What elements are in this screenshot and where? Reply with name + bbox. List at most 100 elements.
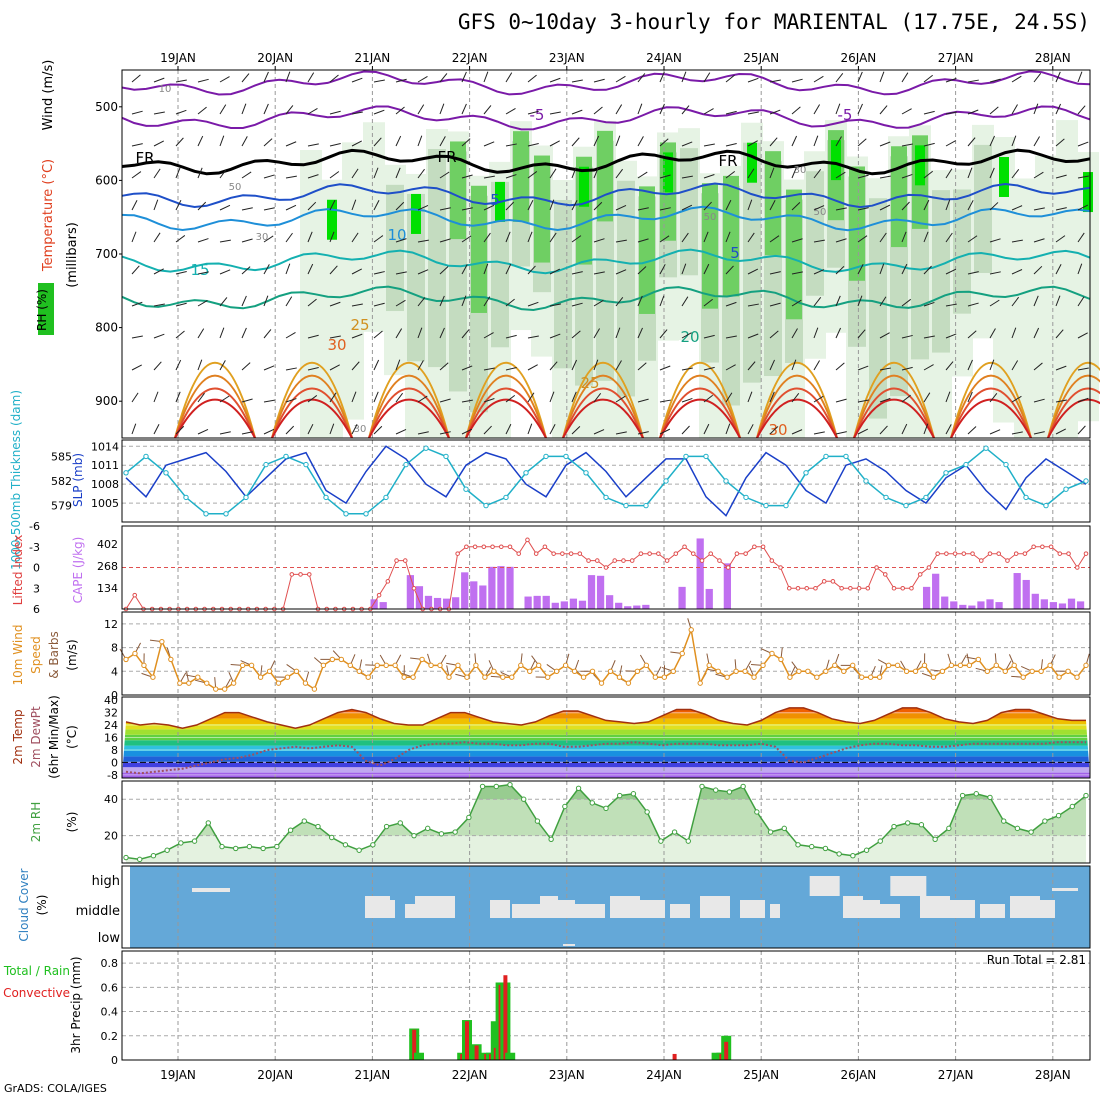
wind-barb [967, 330, 977, 339]
warm-temperature-arc [756, 374, 838, 439]
wind-barb [153, 391, 159, 403]
temperature-isoline [121, 105, 1091, 131]
wind-barb [549, 361, 558, 371]
wind-barb [769, 302, 781, 307]
wind-barb [637, 103, 643, 115]
li-data-point [1074, 565, 1080, 570]
wind-barb [1055, 174, 1067, 179]
wind-barb [945, 111, 957, 115]
wind-barb [329, 199, 336, 211]
wind-data-point [284, 674, 291, 680]
cape-bar [1031, 593, 1039, 609]
wind-barb [901, 108, 912, 115]
wind-data-point [643, 662, 650, 669]
wind-barb [307, 298, 317, 307]
rh-data-point [425, 825, 431, 832]
precip-frame [121, 950, 1091, 1061]
li-data-point [891, 585, 897, 591]
wind-data-point [1002, 668, 1008, 674]
wind-data-point [885, 662, 892, 669]
cape-tick-label: 268 [97, 560, 118, 573]
precip-convective-bar [503, 975, 508, 1060]
wind-barb [571, 330, 581, 339]
wind-barb [1055, 138, 1065, 147]
wind-data-point [912, 668, 919, 674]
wind-barb [703, 334, 715, 339]
wind-barb [1033, 295, 1039, 307]
rh-data-point [1001, 818, 1007, 824]
cape-bar [633, 605, 641, 609]
thickness-data-point [1083, 478, 1089, 484]
wind-barb [703, 231, 709, 243]
wind-barb [395, 238, 407, 243]
wind-barb [439, 103, 445, 115]
contour-label: 20 [680, 328, 699, 346]
wind-barb [549, 199, 555, 211]
wind-barb [373, 330, 383, 339]
wind-data-point [679, 650, 685, 657]
wind-barb [483, 367, 495, 371]
wind-barb [923, 423, 929, 435]
warm-temperature-arc [465, 374, 547, 439]
wind-barb [175, 425, 185, 435]
li-data-point [656, 551, 661, 556]
cape-axis-label: CAPE (J/kg) [71, 537, 85, 604]
wind-barb [637, 171, 648, 179]
thickness-data-point [123, 470, 129, 476]
wind-barb [505, 366, 517, 371]
thickness-tick-label: 585 [51, 450, 72, 463]
wind-data-point [607, 668, 614, 674]
wind-data-point [966, 662, 973, 669]
cape-bar [932, 573, 940, 609]
li-data-point [848, 585, 853, 591]
wind-bg [122, 612, 1090, 695]
temperature-isoline [121, 148, 1091, 176]
wind-barb [329, 231, 335, 243]
wind-data-point [1056, 674, 1062, 680]
slp-bg [122, 440, 1090, 522]
wind-barb [219, 168, 227, 179]
li-data-point [289, 572, 295, 577]
wind-barb [505, 231, 511, 243]
wind-data-point [984, 668, 991, 674]
wind-barb [373, 271, 385, 275]
wind-barb [923, 199, 930, 211]
li-data-point [900, 585, 906, 591]
wind-barb [461, 295, 467, 307]
wind-barb [945, 140, 956, 147]
wind-barb [307, 231, 313, 243]
rh-data-point [452, 829, 458, 835]
wind-data-point [661, 674, 668, 680]
wind-barb [813, 269, 825, 275]
wind-barb [329, 364, 340, 371]
wind-barb [285, 105, 294, 115]
wind-barb [329, 335, 341, 339]
wind-barb [1011, 169, 1020, 179]
contour-label: FR [135, 149, 154, 167]
wind-barb [813, 395, 824, 403]
wind-barb [197, 428, 209, 435]
wind-data-point [823, 668, 829, 674]
cloud-cell-high [890, 876, 927, 896]
wind-data-point [329, 656, 336, 663]
rh-level-1 [363, 122, 385, 332]
wind-barb [241, 136, 248, 147]
wind-barb [659, 264, 666, 275]
rh-data-point [301, 818, 307, 824]
pressure-tick-label: 900 [95, 394, 118, 408]
cape-bar [1022, 579, 1030, 609]
wind-data-point [455, 662, 461, 669]
warm-temperature-arc [756, 398, 838, 439]
wind-barb [769, 79, 781, 83]
li-data-point [961, 551, 967, 556]
wind-barb [747, 232, 755, 243]
wind-barb [197, 135, 204, 147]
wind-barb [329, 74, 339, 83]
wind-data-point [239, 662, 246, 669]
wind-barb [373, 167, 379, 179]
rh-data-point [575, 785, 582, 791]
wind-barb [857, 399, 869, 403]
credit-label: GrADS: COLA/IGES [4, 1082, 107, 1095]
wind-data-point [338, 656, 345, 663]
rh-level-1 [993, 136, 1015, 423]
